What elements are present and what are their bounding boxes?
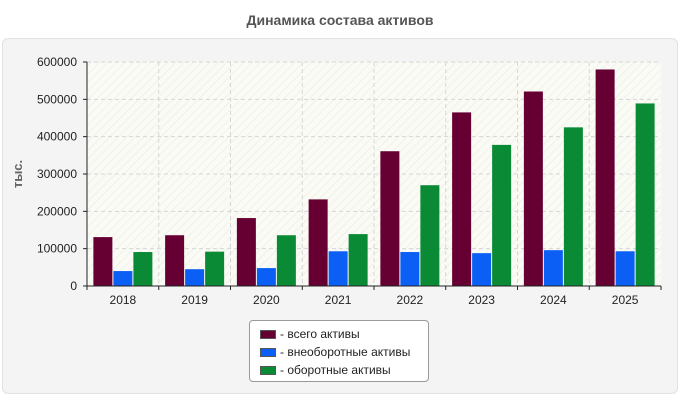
bar-2024-series-1 bbox=[543, 250, 563, 286]
bar-2024-series-0 bbox=[523, 91, 543, 286]
legend: - всего активы - внеоборотные активы - о… bbox=[249, 320, 429, 382]
bar-2020-series-2 bbox=[276, 235, 296, 286]
legend-item-current: - оборотные активы bbox=[260, 361, 428, 379]
bar-2018-series-0 bbox=[93, 237, 113, 286]
bar-2021-series-2 bbox=[348, 234, 368, 286]
y-tick-label: 200000 bbox=[37, 204, 77, 218]
bar-2025-series-2 bbox=[635, 103, 655, 286]
bar-2025-series-0 bbox=[595, 69, 615, 286]
axes bbox=[83, 61, 662, 290]
tick-labels: 0 100000 200000 300000 400000 500000 600000 201… bbox=[37, 55, 639, 307]
bar-2022-series-2 bbox=[420, 185, 440, 286]
bar-2020-series-1 bbox=[256, 268, 276, 286]
x-tick-label: 2019 bbox=[181, 293, 208, 307]
bar-2019-series-0 bbox=[165, 235, 185, 286]
x-tick-label: 2025 bbox=[612, 293, 639, 307]
chart-title: Динамика состава активов bbox=[246, 12, 434, 28]
x-tick-label: 2022 bbox=[397, 293, 424, 307]
bar-2020-series-0 bbox=[236, 218, 256, 286]
x-tick-label: 2018 bbox=[110, 293, 137, 307]
legend-swatch-current bbox=[260, 365, 276, 375]
bar-2018-series-2 bbox=[133, 252, 153, 286]
bar-2024-series-2 bbox=[563, 127, 583, 286]
bar-2019-series-1 bbox=[185, 269, 205, 286]
bar-2022-series-1 bbox=[400, 252, 420, 286]
bar-2023-series-1 bbox=[472, 253, 492, 286]
bar-2019-series-2 bbox=[205, 251, 225, 286]
x-tick-label: 2024 bbox=[540, 293, 567, 307]
bar-2025-series-1 bbox=[615, 251, 635, 286]
legend-item-noncurrent: - внеоборотные активы bbox=[260, 343, 428, 361]
bar-2023-series-2 bbox=[492, 144, 512, 286]
bars bbox=[93, 69, 655, 287]
bar-2018-series-1 bbox=[113, 271, 133, 286]
bar-2022-series-0 bbox=[380, 151, 400, 286]
y-tick-label: 0 bbox=[70, 279, 77, 293]
y-tick-label: 100000 bbox=[37, 242, 77, 256]
y-tick-label: 600000 bbox=[37, 55, 77, 69]
legend-swatch-total bbox=[260, 329, 276, 339]
bar-2021-series-1 bbox=[328, 251, 348, 286]
y-axis-label: тыс. bbox=[10, 160, 25, 188]
x-tick-label: 2023 bbox=[468, 293, 495, 307]
legend-label-total: - всего активы bbox=[280, 327, 360, 341]
y-tick-label: 400000 bbox=[37, 130, 77, 144]
bar-2023-series-0 bbox=[452, 112, 472, 287]
legend-label-current: - оборотные активы bbox=[280, 363, 391, 377]
y-tick-label: 500000 bbox=[37, 92, 77, 106]
legend-label-noncurrent: - внеоборотные активы bbox=[280, 345, 411, 359]
legend-swatch-noncurrent bbox=[260, 347, 276, 357]
legend-item-total: - всего активы bbox=[260, 325, 428, 343]
bar-2021-series-0 bbox=[308, 199, 328, 286]
x-tick-label: 2021 bbox=[325, 293, 352, 307]
x-tick-label: 2020 bbox=[253, 293, 280, 307]
y-tick-label: 300000 bbox=[37, 167, 77, 181]
